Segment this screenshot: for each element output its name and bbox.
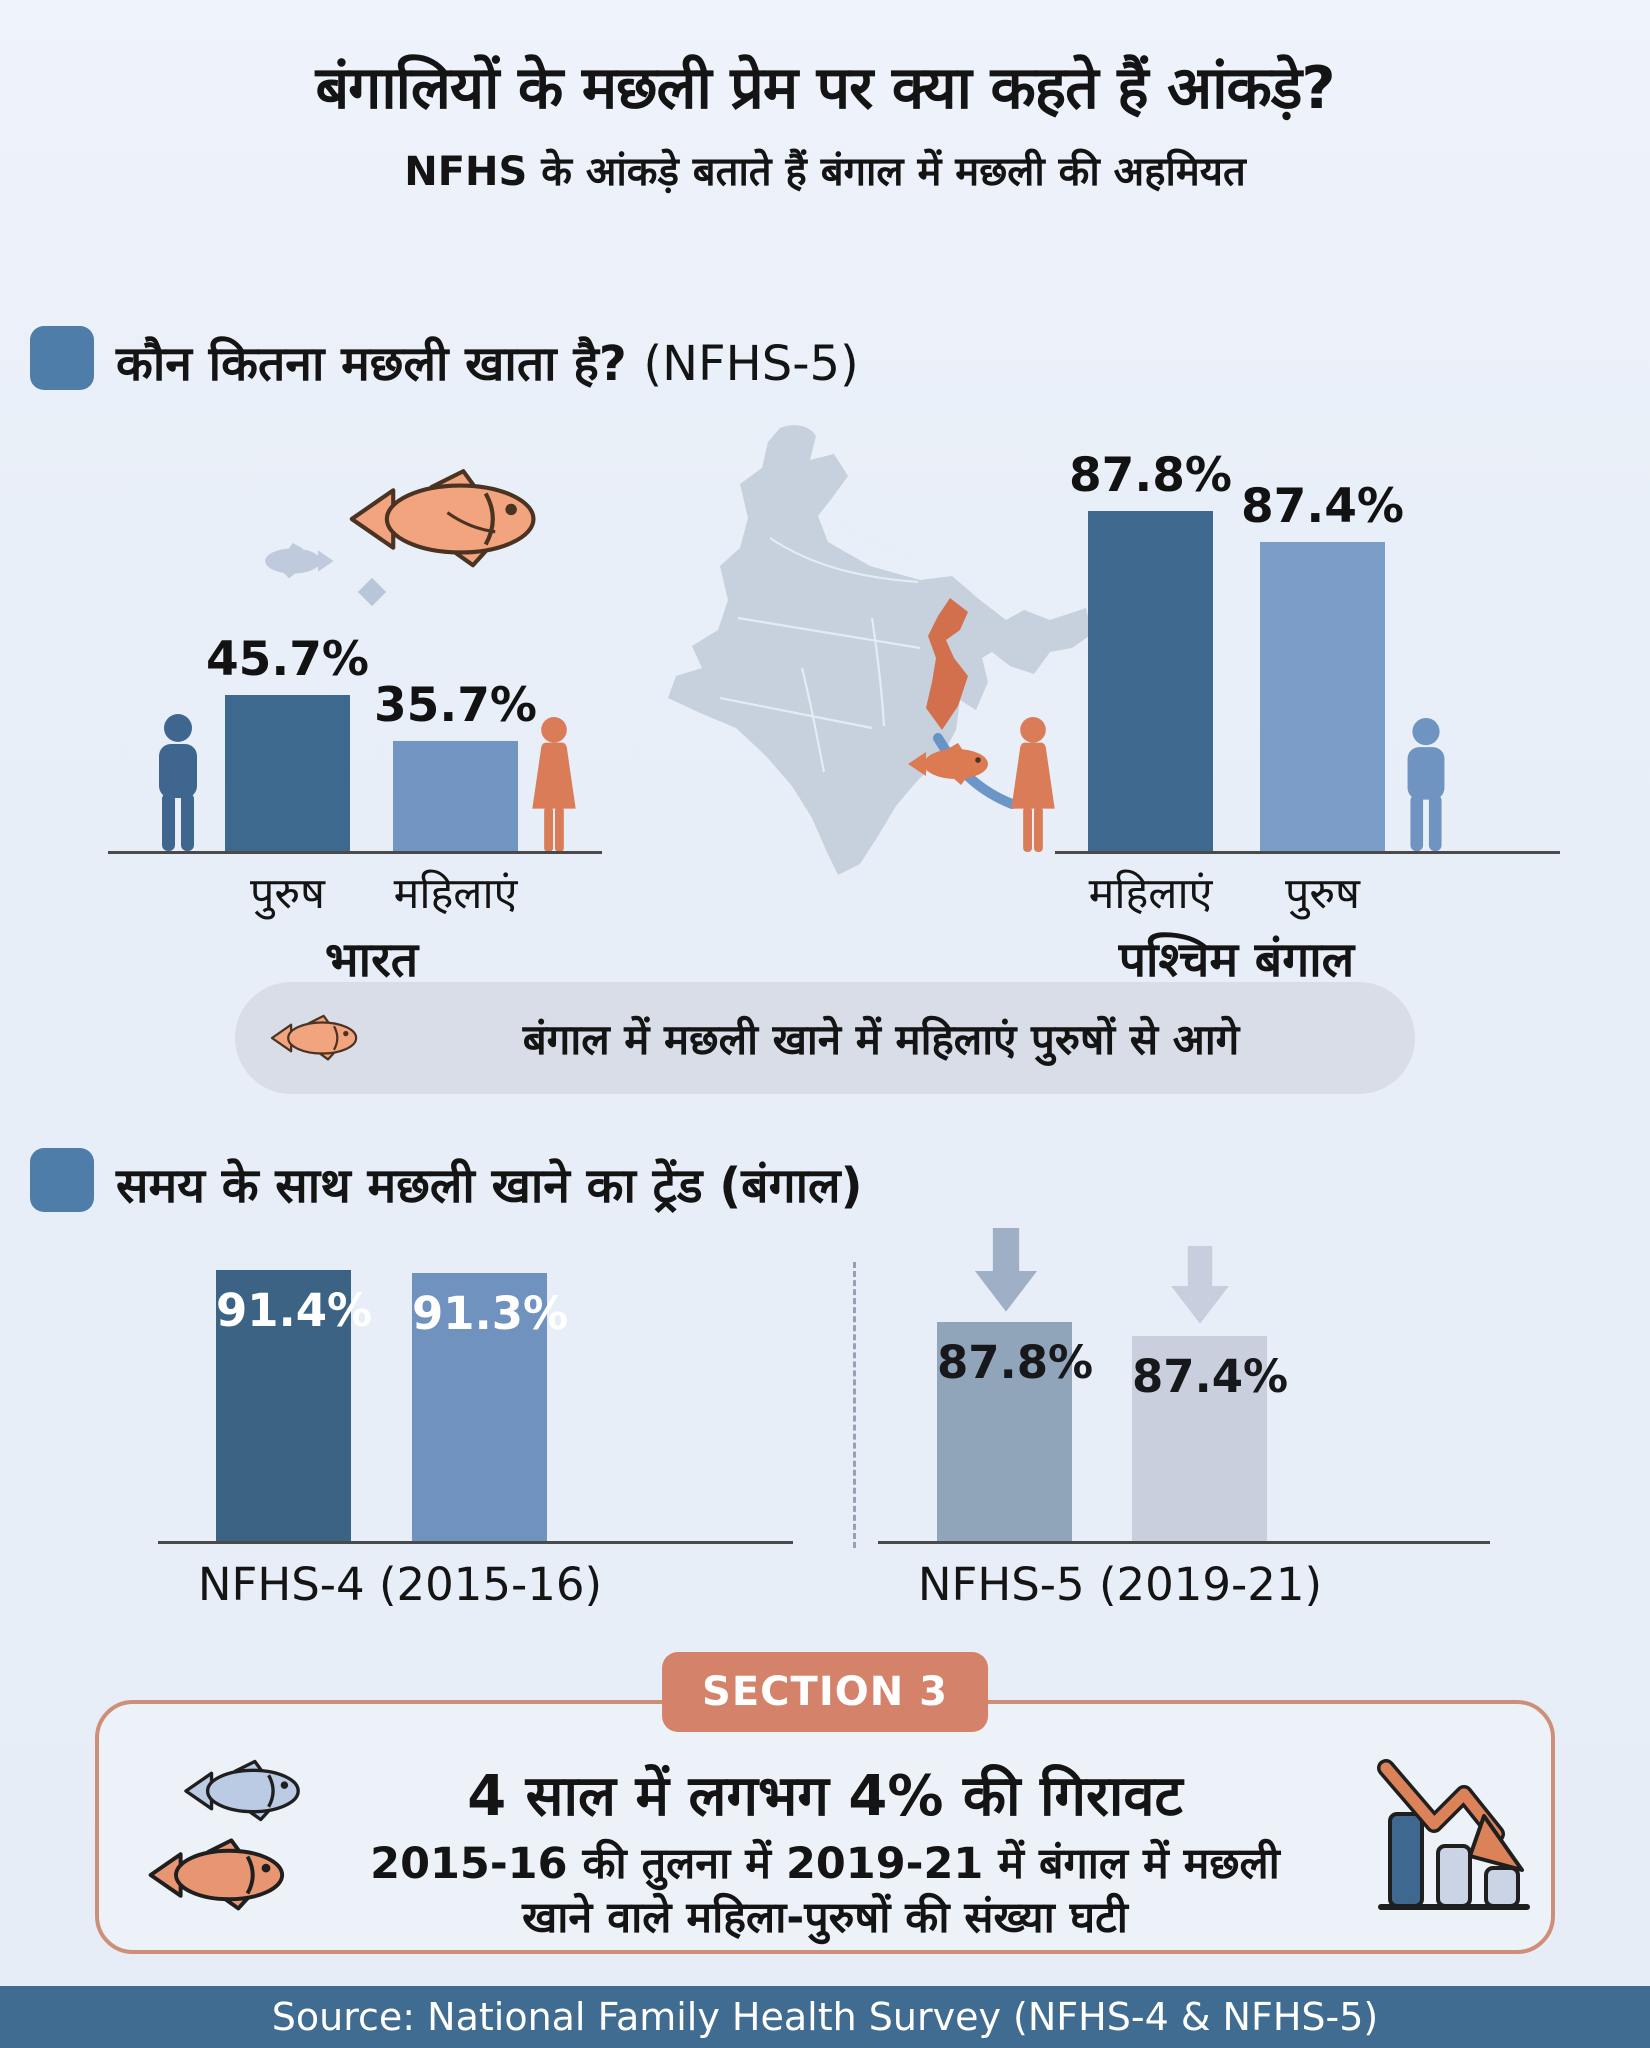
nfhs5-bar1-group: 87.8% [937, 1322, 1094, 1543]
india-region-label: भारत [324, 932, 419, 988]
nfhs5-bar1-value: 87.8% [937, 1336, 1094, 1389]
nfhs4-caption: NFHS-4 (2015-16) [197, 1558, 603, 1611]
down-arrow-icon [1163, 1246, 1237, 1326]
india-male-axis-label: पुरुष [250, 869, 325, 919]
nfhs4-bar1: 91.4% [216, 1270, 373, 1543]
pill-fish-icon [269, 1009, 365, 1067]
small-gray-fish-icon [258, 540, 336, 582]
diamond-deco-icon [357, 577, 387, 607]
nfhs5-bar2-value: 87.4% [1132, 1350, 1289, 1403]
nfhs4-bar1-value: 91.4% [216, 1284, 373, 1337]
nfhs5-bar1: 87.8% [937, 1322, 1094, 1543]
orange-fish-icon [146, 1836, 296, 1914]
callout-pill: बंगाल में मछली खाने में महिलाएं पुरुषों … [235, 982, 1415, 1094]
nfhs4-bar2: 91.3% [412, 1273, 569, 1543]
india-male-person-icon [146, 713, 210, 853]
nfhs5-caption: NFHS-5 (2019-21) [917, 1558, 1323, 1611]
wb-chart-baseline [1055, 851, 1560, 854]
source-footer: Source: National Family Health Survey (N… [0, 1986, 1650, 2048]
india-female-value: 35.7% [373, 678, 538, 733]
page-subtitle: NFHS के आंकड़े बताते हैं बंगाल में मछली … [404, 149, 1246, 195]
section3-body-line2: खाने वाले महिला-पुरुषों की संख्या घटी [522, 1893, 1128, 1943]
section3-box [95, 1700, 1555, 1954]
india-female-bar-group: 35.7% [374, 678, 537, 853]
wb-region-label: पश्चिम बंगाल [1118, 932, 1355, 988]
wb-male-bar [1260, 542, 1385, 853]
section3-heading: 4 साल में लगभग 4% की गिरावट [467, 1764, 1183, 1829]
callout-text: बंगाल में मछली खाने में महिलाएं पुरुषों … [522, 1014, 1240, 1064]
nfhs4-bar1-group: 91.4% [216, 1270, 373, 1543]
wb-female-person-icon [1002, 716, 1064, 854]
declining-chart-icon [1372, 1752, 1537, 1932]
india-male-bar-group: 45.7% [206, 632, 369, 853]
wb-female-bar [1088, 511, 1213, 853]
india-male-value: 45.7% [205, 632, 370, 687]
india-female-axis-label: महिलाएं [393, 869, 518, 919]
nfhs4-bar2-value: 91.3% [412, 1287, 569, 1340]
wb-female-bar-group: 87.8% [1069, 448, 1232, 853]
wb-male-bar-group: 87.4% [1241, 479, 1404, 853]
west-bengal-highlight [926, 598, 968, 730]
nfhs5-baseline [878, 1541, 1490, 1544]
nfhs4-bar2-group: 91.3% [412, 1273, 569, 1543]
wb-female-value: 87.8% [1068, 448, 1233, 503]
wb-male-axis-label: पुरुष [1285, 869, 1360, 919]
nfhs4-baseline [158, 1541, 793, 1544]
section1-heading-suffix: (NFHS-5) [643, 336, 859, 392]
section2-bullet-icon [30, 1148, 94, 1212]
india-map-icon [620, 420, 1110, 1000]
india-male-bar [225, 695, 350, 853]
section1-heading-text: कौन कितना मछली खाता है? [116, 336, 627, 392]
section1-bullet-icon [30, 326, 94, 390]
blue-fish-icon [182, 1758, 310, 1824]
wb-female-axis-label: महिलाएं [1088, 869, 1213, 919]
india-female-bar [393, 741, 518, 853]
big-orange-fish-icon [345, 468, 553, 570]
nfhs5-bar2: 87.4% [1132, 1336, 1289, 1543]
section2-heading: समय के साथ मछली खाने का ट्रेंड (बंगाल) [116, 1158, 863, 1214]
section3-badge: SECTION 3 [662, 1652, 988, 1732]
section3-body-line1: 2015-16 की तुलना में 2019-21 में बंगाल म… [370, 1839, 1280, 1889]
wb-male-person-icon [1396, 717, 1456, 853]
page-title: बंगालियों के मछली प्रेम पर क्या कहते हैं… [315, 53, 1335, 122]
nfhs5-bar2-group: 87.4% [1132, 1336, 1289, 1543]
wb-male-value: 87.4% [1240, 479, 1405, 534]
india-chart-baseline [108, 851, 602, 854]
india-female-person-icon [523, 716, 585, 854]
section1-heading: कौन कितना मछली खाता है? (NFHS-5) [116, 330, 859, 395]
down-arrow-icon [966, 1228, 1046, 1314]
trend-divider [853, 1262, 856, 1548]
